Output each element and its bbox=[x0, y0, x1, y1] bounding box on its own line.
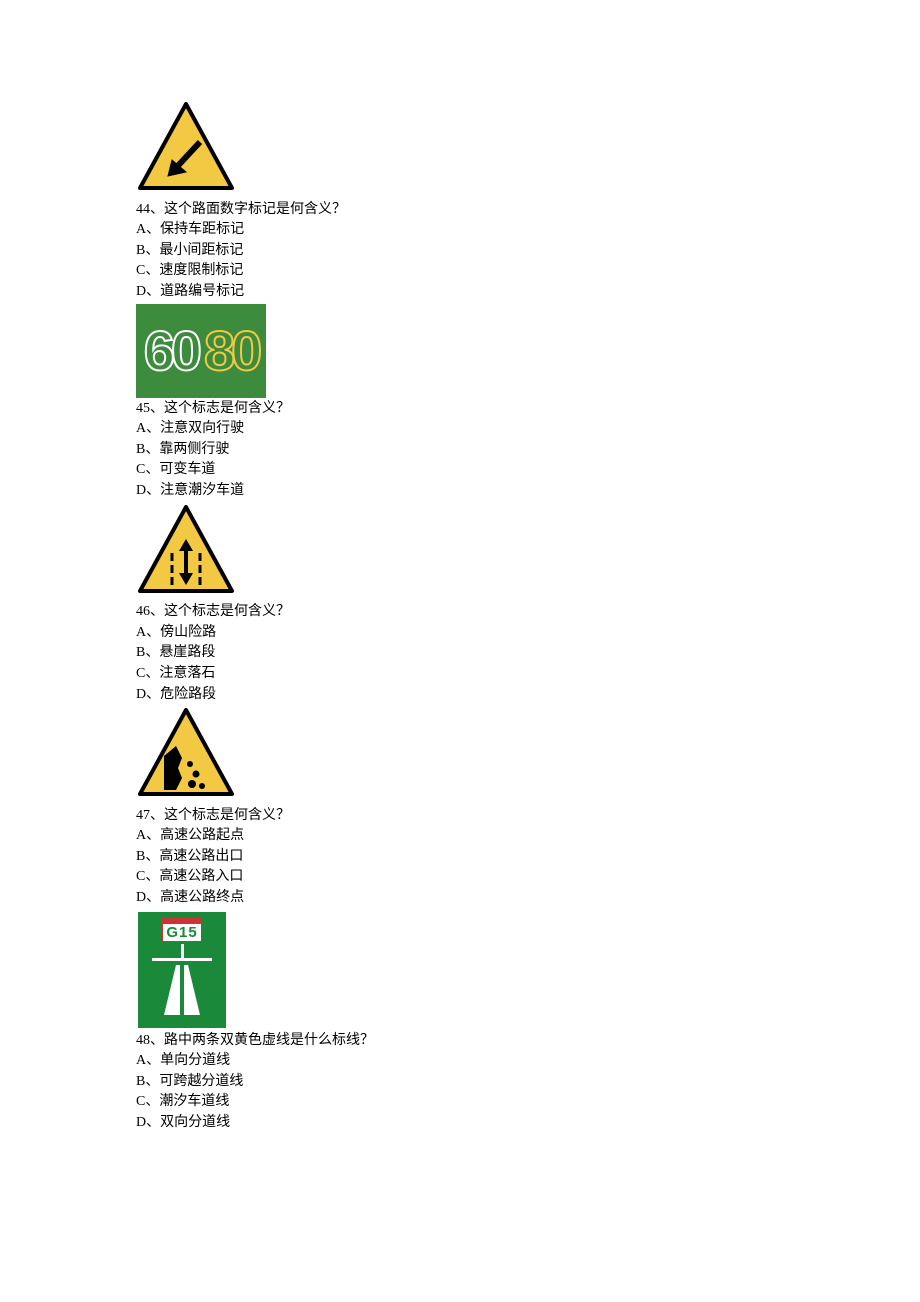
highway-pole-icon bbox=[181, 944, 184, 958]
highway-road-icon bbox=[154, 965, 210, 1015]
highway-plate-text: G15 bbox=[166, 925, 197, 940]
question-44-text: 44、这个路面数字标记是何含义？ bbox=[136, 200, 784, 220]
question-45-option-c: C、可变车道 bbox=[136, 460, 784, 480]
question-44-option-c: C、速度限制标记 bbox=[136, 261, 784, 281]
question-46-text: 46、这个标志是何含义？ bbox=[136, 602, 784, 622]
sign-45-image bbox=[136, 503, 784, 602]
question-45-text: 45、这个标志是何含义？ bbox=[136, 399, 784, 419]
sign-43-image bbox=[136, 100, 784, 199]
highway-plate-header bbox=[163, 918, 200, 924]
question-46-option-d: D、危险路段 bbox=[136, 685, 784, 705]
question-48-option-a: A、单向分道线 bbox=[136, 1051, 784, 1071]
question-46-option-b: B、悬崖路段 bbox=[136, 643, 784, 663]
question-48-option-c: C、潮汐车道线 bbox=[136, 1092, 784, 1112]
question-45-option-a: A、注意双向行驶 bbox=[136, 419, 784, 439]
question-48-option-b: B、可跨越分道线 bbox=[136, 1072, 784, 1092]
question-44-option-b: B、最小间距标记 bbox=[136, 241, 784, 261]
question-45: 45、这个标志是何含义？ A、注意双向行驶 B、靠两侧行驶 C、可变车道 D、注… bbox=[136, 399, 784, 501]
highway-plate: G15 bbox=[162, 918, 201, 942]
question-47-option-b: B、高速公路出口 bbox=[136, 847, 784, 867]
warning-triangle-arrow-icon bbox=[136, 100, 236, 192]
question-48: 48、路中两条双黄色虚线是什么标线？ A、单向分道线 B、可跨越分道线 C、潮汐… bbox=[136, 1031, 784, 1133]
question-47: 47、这个标志是何含义？ A、高速公路起点 B、高速公路出口 C、高速公路入口 … bbox=[136, 806, 784, 908]
question-44-option-d: D、道路编号标记 bbox=[136, 282, 784, 302]
highway-bar-icon bbox=[152, 958, 212, 961]
warning-triangle-tidal-icon bbox=[136, 503, 236, 595]
sign-46-image bbox=[136, 706, 784, 805]
question-47-option-c: C、高速公路入口 bbox=[136, 867, 784, 887]
question-48-option-d: D、双向分道线 bbox=[136, 1113, 784, 1133]
warning-triangle-falling-rocks-icon bbox=[136, 706, 236, 798]
question-48-text: 48、路中两条双黄色虚线是什么标线？ bbox=[136, 1031, 784, 1051]
sign-44-image: 60 80 bbox=[136, 304, 266, 398]
question-46-option-a: A、傍山险路 bbox=[136, 623, 784, 643]
question-47-text: 47、这个标志是何含义？ bbox=[136, 806, 784, 826]
question-44: 44、这个路面数字标记是何含义？ A、保持车距标记 B、最小间距标记 C、速度限… bbox=[136, 200, 784, 302]
question-47-option-a: A、高速公路起点 bbox=[136, 826, 784, 846]
sign-47-image: G15 bbox=[136, 910, 228, 1030]
question-46: 46、这个标志是何含义？ A、傍山险路 B、悬崖路段 C、注意落石 D、危险路段 bbox=[136, 602, 784, 704]
question-47-option-d: D、高速公路终点 bbox=[136, 888, 784, 908]
question-45-option-d: D、注意潮汐车道 bbox=[136, 481, 784, 501]
speed-80-label: 80 bbox=[204, 323, 258, 379]
question-44-option-a: A、保持车距标记 bbox=[136, 220, 784, 240]
question-46-option-c: C、注意落石 bbox=[136, 664, 784, 684]
speed-60-label: 60 bbox=[144, 323, 198, 379]
question-45-option-b: B、靠两侧行驶 bbox=[136, 440, 784, 460]
